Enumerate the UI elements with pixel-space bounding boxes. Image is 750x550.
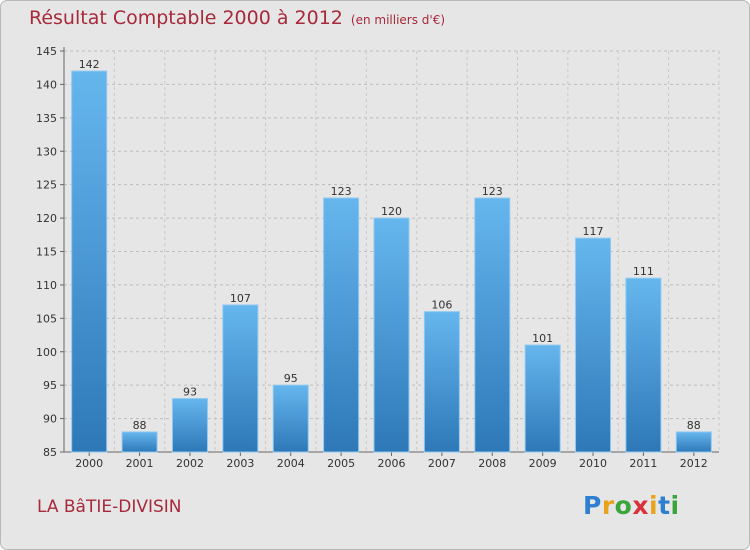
y-tick-label: 85 (43, 446, 57, 459)
x-tick-label: 2008 (478, 457, 506, 470)
x-tick-label: 2004 (277, 457, 305, 470)
logo-letter: i (670, 491, 680, 520)
logo-letter: o (614, 491, 633, 520)
data-label: 95 (284, 372, 298, 385)
grid-lines (63, 50, 720, 453)
bar[interactable] (423, 311, 460, 453)
x-tick-label: 2007 (428, 457, 456, 470)
axes: 85 90 95 100 105 110 115 120 125 130 135 140 145 2000… (36, 45, 719, 470)
x-tick-label: 2005 (327, 457, 355, 470)
y-tick-label: 120 (36, 212, 57, 225)
bar[interactable] (575, 237, 612, 453)
y-tick-label: 90 (43, 413, 57, 426)
proxiti-logo[interactable]: Proxiti (583, 491, 680, 520)
bar[interactable] (171, 398, 208, 453)
bar[interactable] (625, 277, 662, 453)
bar[interactable] (675, 431, 712, 453)
chart-subtitle: (en milliers d'€) (350, 13, 446, 27)
data-label: 93 (183, 386, 197, 399)
y-tick-label: 130 (36, 145, 57, 158)
y-tick-label: 145 (36, 45, 57, 58)
bar[interactable] (323, 197, 360, 453)
y-tick-label: 115 (36, 246, 57, 259)
data-label: 120 (381, 205, 402, 218)
bar[interactable] (373, 217, 410, 453)
x-tick-label: 2000 (75, 457, 103, 470)
bar[interactable] (71, 70, 108, 453)
y-tick-label: 95 (43, 379, 57, 392)
bar[interactable] (222, 304, 259, 453)
data-label: 88 (133, 419, 147, 432)
data-label: 106 (431, 299, 452, 312)
x-tick-label: 2003 (226, 457, 254, 470)
bars (71, 70, 712, 453)
commune-name: LA BâTIE-DIVISIN (37, 497, 182, 517)
x-tick-label: 2010 (579, 457, 607, 470)
logo-letter: r (601, 491, 615, 520)
x-tick-label: 2006 (378, 457, 406, 470)
bar[interactable] (272, 384, 309, 453)
y-tick-label: 100 (36, 346, 57, 359)
data-label: 111 (633, 265, 654, 278)
y-tick-label: 110 (36, 279, 57, 292)
logo-letter: i (649, 491, 659, 520)
data-label: 142 (79, 58, 100, 71)
chart-title: Résultat Comptable 2000 à 2012 (en millie… (29, 7, 445, 29)
data-labels: 142 88 93 107 95 123 120 106 123 101 117 111 88 (79, 58, 701, 432)
logo-letter: P (583, 491, 602, 520)
y-tick-label: 125 (36, 179, 57, 192)
data-label: 123 (482, 185, 503, 198)
bar[interactable] (121, 431, 158, 453)
data-label: 101 (532, 332, 553, 345)
x-tick-label: 2012 (680, 457, 708, 470)
data-label: 123 (331, 185, 352, 198)
bar[interactable] (524, 344, 561, 453)
data-label: 88 (687, 419, 701, 432)
data-label: 117 (583, 225, 604, 238)
x-tick-label: 2001 (126, 457, 154, 470)
logo-letter: t (658, 491, 671, 520)
bar[interactable] (474, 197, 511, 453)
y-tick-label: 140 (36, 78, 57, 91)
data-label: 107 (230, 292, 251, 305)
chart-title-text: Résultat Comptable 2000 à 2012 (29, 7, 343, 29)
x-tick-label: 2009 (529, 457, 557, 470)
x-tick-label: 2011 (629, 457, 657, 470)
logo-letter: x (632, 491, 649, 520)
x-tick-label: 2002 (176, 457, 204, 470)
y-tick-label: 105 (36, 312, 57, 325)
y-tick-label: 135 (36, 112, 57, 125)
